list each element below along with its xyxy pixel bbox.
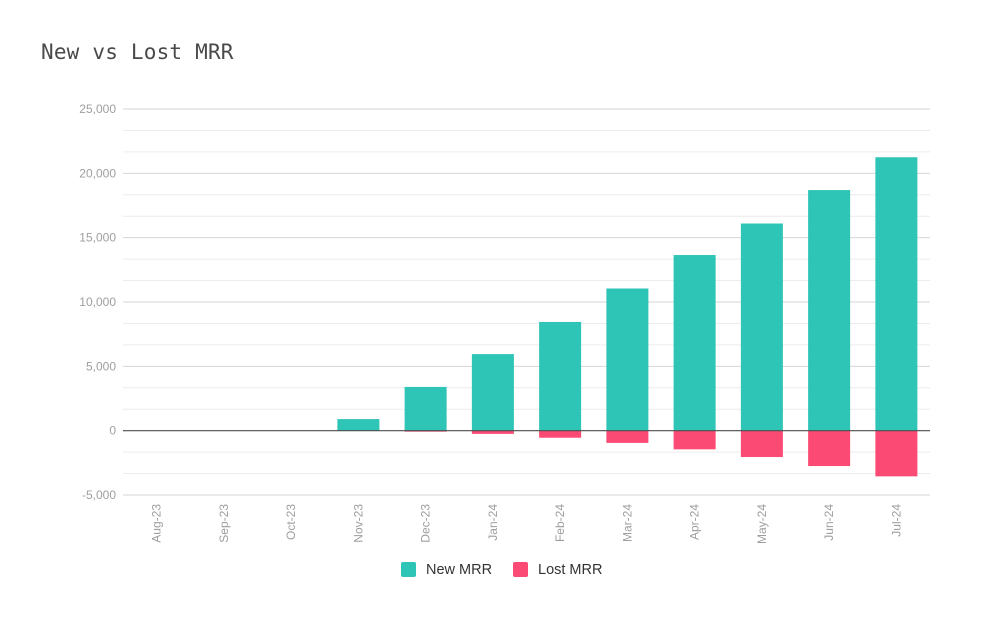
- x-tick-label: Oct-23: [284, 504, 298, 540]
- bar-lost-mrr-feb-24: [539, 430, 582, 438]
- bars: [337, 157, 918, 477]
- x-tick-label: Jul-24: [889, 504, 903, 537]
- x-tick-label: Jun-24: [822, 504, 836, 541]
- bar-new-mrr-jan-24: [471, 354, 514, 431]
- y-axis: -5,000 0 5,000 10,000 15,000 20,000 25,000: [79, 102, 116, 502]
- x-tick-label: Feb-24: [553, 504, 567, 542]
- legend: New MRR Lost MRR: [401, 562, 602, 578]
- bar-lost-mrr-may-24: [740, 430, 783, 458]
- bar-lost-mrr-jan-24: [471, 430, 514, 434]
- legend-swatch-lost-mrr: [513, 562, 528, 577]
- bar-new-mrr-apr-24: [673, 255, 716, 431]
- bar-new-mrr-may-24: [740, 223, 783, 431]
- y-tick-label: 0: [109, 424, 116, 438]
- bar-new-mrr-jul-24: [875, 157, 918, 431]
- x-tick-label: Apr-24: [688, 504, 702, 540]
- x-tick-label: Jan-24: [486, 504, 500, 541]
- y-tick-label: 5,000: [86, 359, 116, 373]
- chart-title: New vs Lost MRR: [41, 40, 234, 64]
- x-tick-label: May-24: [755, 504, 769, 544]
- bar-lost-mrr-jun-24: [808, 430, 851, 467]
- grid-lines: [123, 108, 930, 496]
- bar-new-mrr-dec-23: [404, 386, 447, 431]
- x-tick-label: Dec-23: [419, 504, 433, 543]
- legend-label-new-mrr: New MRR: [426, 562, 492, 578]
- legend-label-lost-mrr: Lost MRR: [538, 562, 602, 578]
- x-tick-label: Nov-23: [351, 504, 365, 543]
- x-tick-label: Sep-23: [217, 504, 231, 543]
- x-axis: Aug-23 Sep-23 Oct-23 Nov-23 Dec-23 Jan-24 Feb-…: [150, 504, 904, 544]
- legend-swatch-new-mrr: [401, 562, 416, 577]
- x-tick-label: Mar-24: [620, 504, 634, 542]
- x-tick-label: Aug-23: [150, 504, 164, 543]
- bar-new-mrr-feb-24: [539, 321, 582, 431]
- bar-new-mrr-mar-24: [606, 288, 649, 431]
- bar-new-mrr-nov-23: [337, 419, 380, 431]
- y-tick-label: -5,000: [82, 488, 116, 502]
- bar-lost-mrr-mar-24: [606, 430, 649, 443]
- bar-lost-mrr-jul-24: [875, 430, 918, 477]
- bar-new-mrr-jun-24: [808, 190, 851, 431]
- y-tick-label: 10,000: [79, 295, 116, 309]
- y-tick-label: 15,000: [79, 231, 116, 245]
- y-tick-label: 25,000: [79, 102, 116, 116]
- y-tick-label: 20,000: [79, 166, 116, 180]
- bar-lost-mrr-apr-24: [673, 430, 716, 450]
